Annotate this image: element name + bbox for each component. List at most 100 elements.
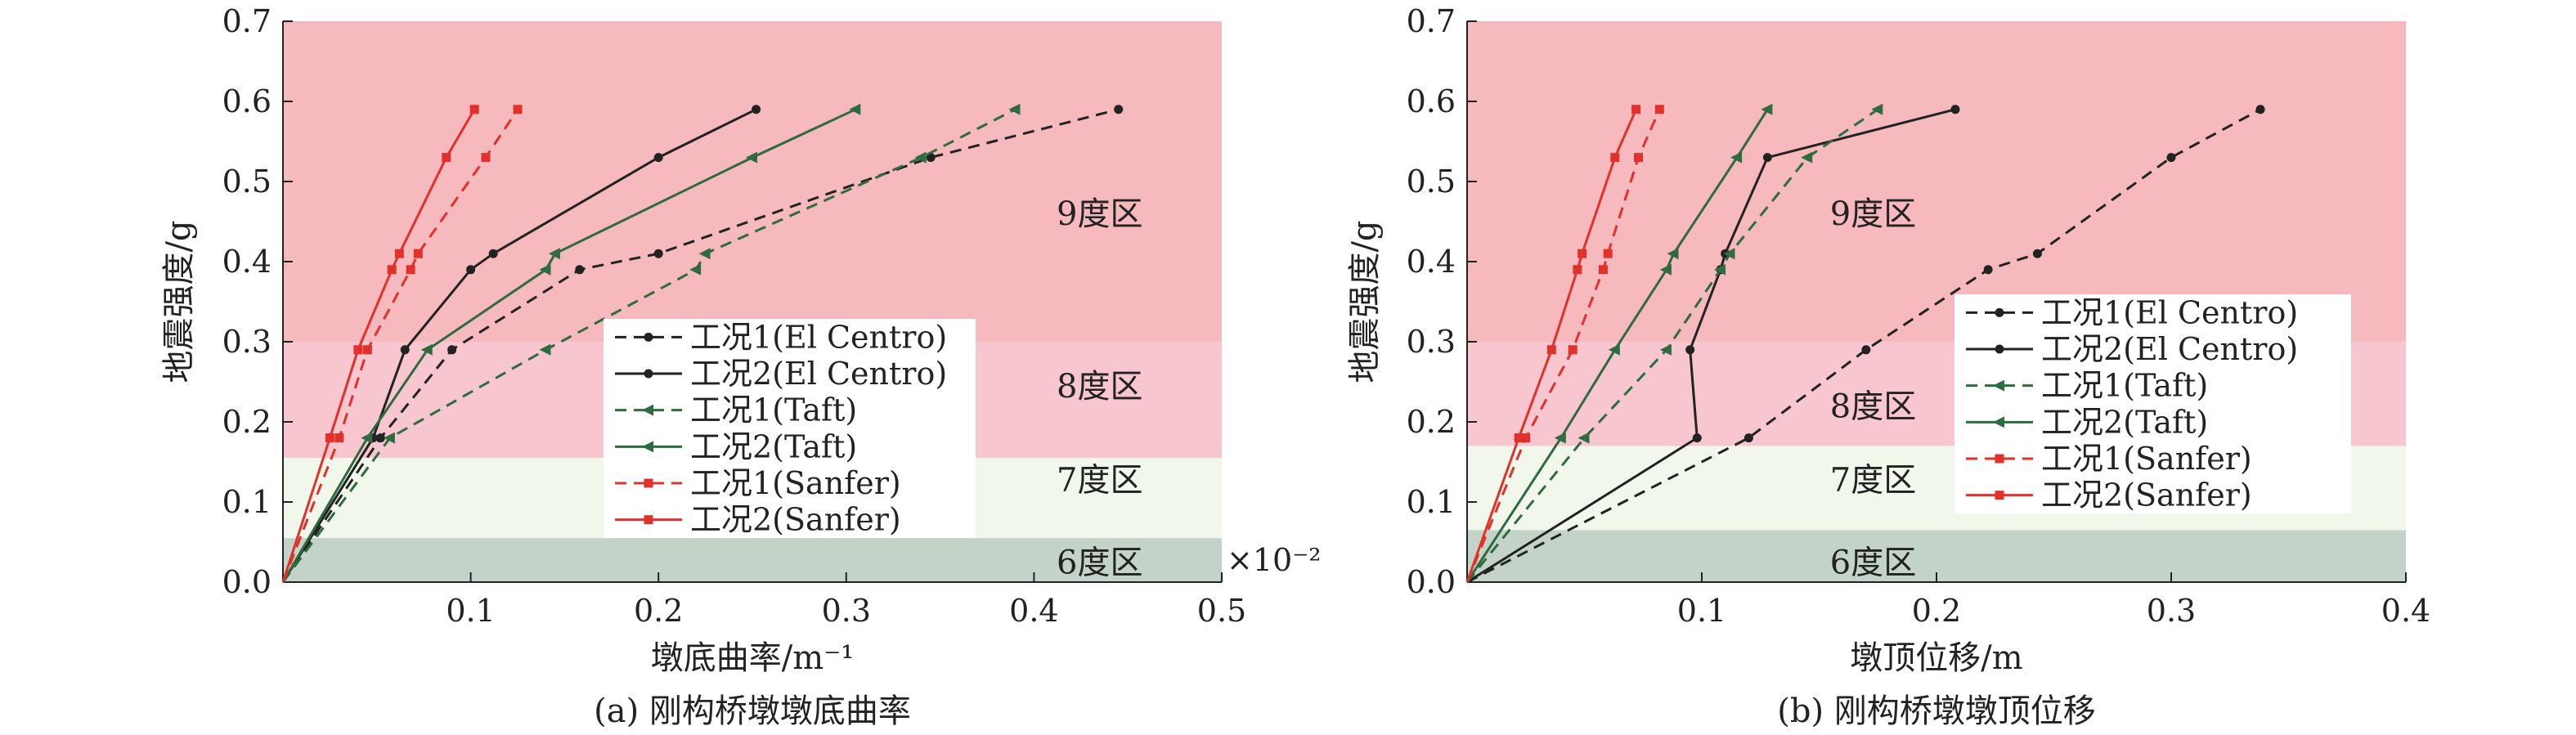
legend-marker xyxy=(1995,344,2004,354)
legend-marker xyxy=(644,369,653,379)
chart-caption: (b) 刚构桥墩墩顶位移 xyxy=(1777,692,2096,730)
zone-label: 9度区 xyxy=(1830,195,1916,233)
data-point xyxy=(513,105,523,114)
chart-panel-b: 6度区 7度区 8度区 9度区 0.1 0.2 0.3 0.4 0.0 0.1 0.2 0.3 0.4 0… xyxy=(1346,3,2430,730)
x-tick-label: 0.1 xyxy=(446,593,495,629)
x-tick-label: 0.1 xyxy=(1677,593,1726,629)
data-point xyxy=(1659,343,1672,356)
data-point xyxy=(926,153,936,163)
y-tick-label: 0.1 xyxy=(222,484,272,520)
data-point xyxy=(1610,153,1620,163)
y-tick-label: 0.0 xyxy=(222,564,272,600)
legend-marker xyxy=(644,478,653,488)
legend-marker xyxy=(1995,491,2004,500)
data-point xyxy=(1983,265,1993,275)
x-tick-label: 0.2 xyxy=(634,593,683,629)
x-axis-label: 墩顶位移/m xyxy=(1850,639,2022,677)
data-point xyxy=(1761,103,1773,115)
x-tick-label: 0.4 xyxy=(1009,593,1058,629)
y-axis-label: 地震强度/g xyxy=(160,220,198,383)
data-point xyxy=(353,345,363,355)
legend-box xyxy=(604,319,976,538)
zone-label: 8度区 xyxy=(1830,388,1916,425)
data-point xyxy=(488,249,498,258)
data-point xyxy=(1659,263,1672,276)
legend-label: 工况1(Sanfer) xyxy=(2041,441,2252,477)
data-point xyxy=(1577,249,1587,258)
legend-label: 工况2(Sanfer) xyxy=(690,502,901,538)
y-tick-label: 0.4 xyxy=(222,244,272,280)
data-point xyxy=(653,249,663,258)
data-point xyxy=(1723,248,1735,260)
data-point xyxy=(1573,265,1582,275)
x-tick-label: 0.2 xyxy=(1912,593,1961,629)
data-point xyxy=(375,433,385,443)
x-tick-label: 0.3 xyxy=(822,593,871,629)
zone-label: 9度区 xyxy=(1057,195,1142,233)
data-point xyxy=(442,153,451,163)
legend-marker xyxy=(1995,307,2004,317)
y-tick-label: 0.5 xyxy=(1407,164,1456,199)
zone-band xyxy=(1467,21,2406,342)
data-point xyxy=(849,103,861,115)
chart-panel-a: 6度区 7度区 8度区 9度区 0.1 0.2 0.3 0.4 0.5 0.0 0.1 0.2 0.3 0… xyxy=(160,3,1321,730)
legend-marker xyxy=(642,441,653,453)
y-tick-label: 0.5 xyxy=(222,164,272,199)
data-point xyxy=(362,345,372,355)
data-point xyxy=(752,105,761,114)
legend-marker xyxy=(644,515,653,525)
y-tick-label: 0.0 xyxy=(1407,564,1456,600)
data-point xyxy=(2166,153,2176,163)
x-tick-label: 0.5 xyxy=(1197,593,1246,629)
data-point xyxy=(653,153,663,163)
zone-label: 7度区 xyxy=(1830,462,1916,500)
zone-label: 8度区 xyxy=(1057,368,1142,406)
y-tick-label: 0.6 xyxy=(1407,83,1456,119)
data-point xyxy=(469,105,479,114)
legend-label: 工况2(Taft) xyxy=(690,428,857,464)
data-point xyxy=(1631,105,1641,114)
data-point xyxy=(334,433,344,443)
data-point xyxy=(2032,249,2042,258)
x-axis-label: 墩底曲率/m⁻¹ xyxy=(651,639,855,677)
data-point xyxy=(1514,433,1524,443)
data-point xyxy=(689,263,702,276)
zone-band xyxy=(283,21,1222,342)
legend-label: 工况2(Sanfer) xyxy=(2041,477,2252,513)
legend-label: 工况2(El Centro) xyxy=(690,356,947,392)
legend-label: 工况2(Taft) xyxy=(2041,404,2208,440)
y-tick-label: 0.7 xyxy=(222,3,272,39)
y-tick-label: 0.6 xyxy=(222,83,272,119)
data-point xyxy=(1667,248,1679,260)
y-tick-label: 0.3 xyxy=(1407,324,1456,360)
data-point xyxy=(325,433,334,443)
zone-label: 6度区 xyxy=(1057,545,1142,582)
data-point xyxy=(361,432,373,444)
data-point xyxy=(539,343,551,356)
data-point xyxy=(1554,432,1566,444)
data-point xyxy=(548,248,560,260)
zone-label: 6度区 xyxy=(1830,545,1916,582)
data-point xyxy=(1634,153,1644,163)
data-point xyxy=(1577,432,1590,444)
data-point xyxy=(1744,433,1753,443)
y-axis-label: 地震强度/g xyxy=(1346,220,1384,383)
data-point xyxy=(420,343,433,356)
zone-label: 7度区 xyxy=(1057,462,1142,500)
x-tick-label: 0.3 xyxy=(2147,593,2196,629)
data-point xyxy=(1685,345,1695,355)
y-tick-label: 0.4 xyxy=(1407,244,1456,280)
data-point xyxy=(1950,105,1960,114)
data-point xyxy=(1654,105,1664,114)
legend: 工况1(El Centro)工况2(El Centro)工况1(Taft)工况2… xyxy=(604,319,976,538)
legend-box xyxy=(1954,294,2351,513)
data-point xyxy=(1871,103,1883,115)
data-point xyxy=(539,263,551,276)
data-point xyxy=(466,265,476,275)
y-tick-label: 0.3 xyxy=(222,324,272,360)
data-point xyxy=(383,432,395,444)
legend-label: 工况1(Taft) xyxy=(2041,368,2208,404)
legend-label: 工况1(Taft) xyxy=(690,392,857,428)
data-point xyxy=(1730,151,1743,164)
legend-label: 工况1(Sanfer) xyxy=(690,465,901,501)
